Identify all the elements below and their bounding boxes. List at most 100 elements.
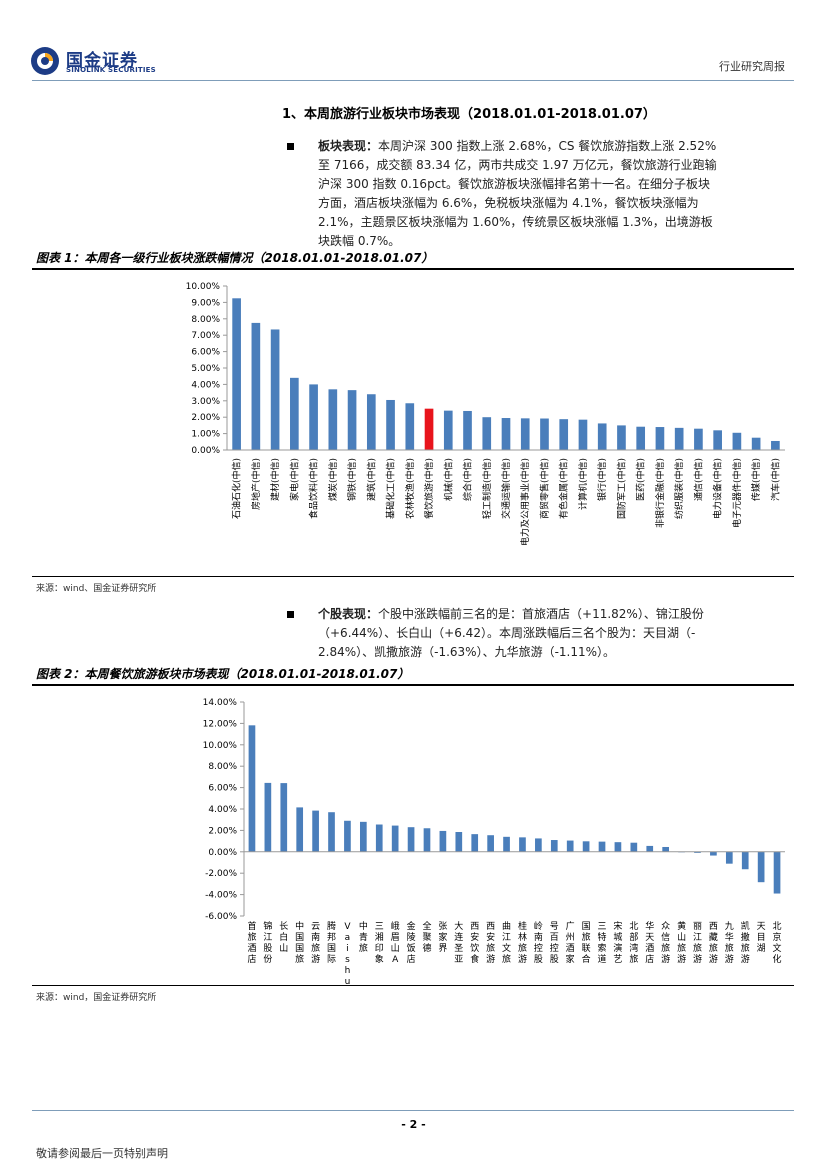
y-tick-label: 2.00%	[191, 413, 220, 423]
footer-disclaimer: 敬请参阅最后一页特别声明	[36, 1147, 168, 1160]
y-tick-label: 9.00%	[191, 298, 220, 308]
x-tick-label: 西安饮食	[470, 921, 479, 965]
figure2-top-rule	[32, 684, 794, 686]
para-line: 方面，酒店板块涨幅为 6.6%，免税板块涨幅为 4.1%，餐饮板块涨幅为	[318, 196, 699, 210]
bar	[439, 830, 447, 852]
y-tick-label: 5.00%	[191, 364, 220, 374]
logo-text-cn: 国金证券	[66, 51, 138, 71]
bar	[578, 419, 588, 450]
bar	[386, 399, 395, 450]
para-line: 沪深 300 指数 0.16pct。餐饮旅游板块涨幅排名第十一名。在细分子板块	[318, 177, 710, 191]
y-tick-label: 7.00%	[191, 331, 220, 341]
bullet-icon	[287, 611, 294, 618]
bar	[482, 417, 492, 450]
x-tick-label: 建材(中信)	[269, 458, 281, 501]
x-tick-label: 张家界	[438, 921, 447, 954]
para-heading: 板块表现：	[318, 139, 379, 153]
report-type-label: 行业研究周报	[719, 60, 785, 73]
x-tick-label: 中国国旅	[295, 920, 304, 965]
bar	[732, 432, 742, 450]
page-number: - 2 -	[401, 1118, 426, 1131]
x-tick-label: 北部湾旅	[629, 921, 638, 965]
bar	[550, 840, 558, 852]
bar	[614, 842, 622, 852]
x-tick-label: 电力设备(中信)	[712, 458, 724, 519]
figure2-source: 来源：wind，国金证券研究所	[36, 993, 157, 1003]
bar	[366, 394, 376, 450]
x-tick-label: 桂林旅游	[518, 920, 527, 965]
bar	[443, 410, 453, 450]
bar	[471, 834, 479, 852]
para-line: 至 7166，成交额 83.34 亿，两市共成交 1.97 万亿元，餐饮旅游行业…	[318, 158, 717, 172]
bar	[597, 423, 607, 450]
bar	[344, 820, 351, 852]
chart-industry-sectors: 0.00% 1.00% 2.00% 3.00% 4.00% 5.00% 6.00% 7.00%…	[186, 282, 785, 546]
bar	[751, 437, 761, 450]
bar	[710, 851, 717, 856]
bar	[773, 851, 781, 894]
x-tick-label: 轻工制造(中信)	[481, 458, 493, 519]
para-line: （+6.44%）、长白山（+6.42）。本周涨跌幅后三名个股为：天目湖（-	[318, 626, 696, 640]
bar	[713, 430, 722, 450]
y-tick-label: -4.00%	[205, 891, 237, 901]
bar	[520, 418, 530, 450]
x-tick-label: 汽车(中信)	[769, 458, 781, 501]
bar	[309, 384, 318, 450]
bar	[296, 807, 304, 852]
y-tick-label: 4.00%	[208, 805, 237, 815]
x-tick-label: 金陵饭店	[407, 920, 416, 965]
bar	[423, 828, 431, 852]
bar	[405, 403, 415, 450]
bar	[455, 832, 463, 852]
y-tick-label: 4.00%	[191, 380, 220, 390]
x-tick-label: 商贸零售(中信)	[538, 458, 550, 519]
y-tick-label: 1.00%	[191, 430, 220, 440]
para-heading: 个股表现：	[318, 607, 379, 621]
x-tick-label: 岭南控股	[534, 920, 543, 965]
x-tick-label: 西安旅游	[486, 921, 495, 965]
bar	[519, 837, 526, 852]
x-tick-label: 非银行金融(中信)	[654, 458, 666, 528]
x-tick-label: 长白山	[279, 920, 288, 954]
bar	[694, 851, 701, 853]
para-line: 2.84%）、凯撒旅游（-1.63%）、九华旅游（-1.11%）。	[318, 645, 616, 659]
figure1-bottom-rule	[32, 576, 794, 577]
x-tick-label: 基础化工(中信)	[385, 458, 397, 519]
x-tick-label: 天目湖	[757, 922, 766, 954]
header-divider	[32, 80, 794, 81]
x-tick-label: 北京文化	[773, 921, 782, 965]
y-tick-label: 6.00%	[191, 348, 220, 358]
x-tick-label: 首旅酒店	[247, 920, 256, 965]
bar	[407, 827, 415, 852]
bar	[280, 783, 288, 852]
bar	[646, 845, 654, 852]
bar	[347, 390, 357, 450]
x-tick-label: 餐饮旅游(中信)	[423, 458, 435, 519]
bullet-icon	[287, 143, 294, 150]
x-tick-label: 云南旅游	[311, 922, 320, 965]
x-tick-label: 三湘印象	[375, 922, 384, 965]
para-line: 个股中涨跌幅前三名的是：首旅酒店（+11.82%）、锦江股份	[378, 607, 704, 621]
figure1-source: 来源：wind、国金证券研究所	[36, 584, 157, 594]
x-tick-label: 电子元器件(中信)	[731, 458, 743, 528]
chart-tourism-stocks: -6.00% -4.00% -2.00% 0.00% 2.00% 4.00% 6.00% 8.…	[203, 698, 785, 984]
x-tick-label: 钢铁(中信)	[346, 458, 358, 501]
para-line: 本周沪深 300 指数上涨 2.68%，CS 餐饮旅游指数上涨 2.52%	[378, 139, 717, 153]
x-tick-label: 国防军工(中信)	[615, 458, 627, 519]
bar	[487, 835, 494, 852]
x-tick-label: 房地产(中信)	[250, 458, 262, 510]
paragraph-stock-performance: 个股表现：个股中涨跌幅前三名的是：首旅酒店（+11.82%）、锦江股份 （+6.…	[318, 605, 788, 662]
x-tick-label: 传媒(中信)	[750, 458, 762, 501]
x-tick-label: 石油石化(中信)	[231, 458, 243, 519]
x-tick-label: 建筑(中信)	[365, 458, 377, 501]
x-tick-label: 黄山旅游	[677, 920, 686, 965]
para-line: 2.1%，主题景区板块涨幅为 1.60%，传统景区板块涨幅 1.3%，出境游板	[318, 215, 713, 229]
x-tick-label: 号百控股	[550, 921, 559, 965]
x-tick-label: 大连圣亚	[454, 920, 463, 965]
x-tick-label: 腾邦国际	[327, 920, 336, 965]
y-tick-label: 6.00%	[208, 784, 237, 794]
bar	[290, 377, 299, 450]
figure2-title: 图表 2：本周餐饮旅游板块市场表现（2018.01.01-2018.01.07）	[36, 667, 410, 681]
bar	[694, 428, 703, 450]
x-tick-label: 医药(中信)	[635, 458, 647, 501]
